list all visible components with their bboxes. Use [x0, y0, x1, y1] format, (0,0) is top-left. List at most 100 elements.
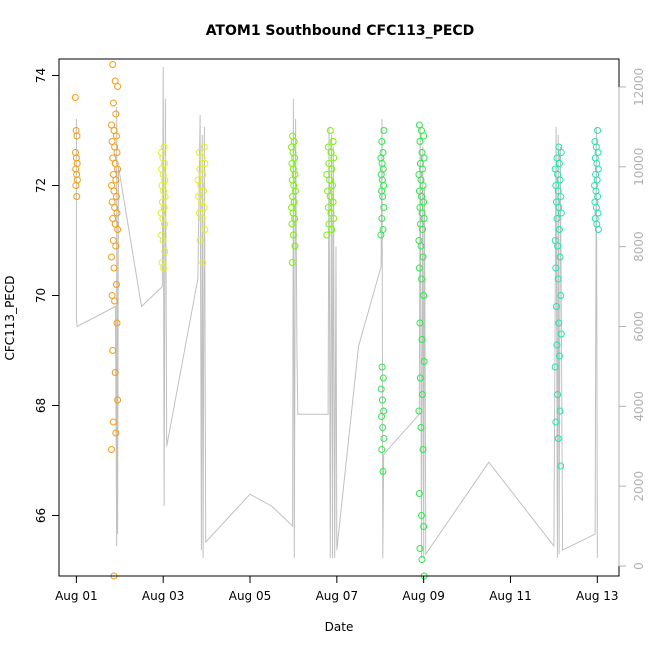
data-point [112, 242, 120, 250]
data-point [379, 374, 387, 382]
data-point [418, 336, 426, 343]
data-point [553, 215, 561, 222]
data-point [291, 187, 299, 195]
data-point [378, 138, 386, 145]
secondary-altitude-layer [75, 66, 598, 559]
data-point [555, 352, 563, 360]
data-point [114, 165, 122, 173]
data-point [420, 154, 428, 162]
data-point [109, 347, 117, 354]
data-point [419, 446, 427, 453]
data-point [109, 215, 117, 222]
data-point [418, 512, 425, 519]
data-point [72, 182, 80, 189]
data-point [553, 341, 561, 349]
y-axis-label: CFC113_PECD [3, 275, 17, 360]
data-point [195, 193, 203, 200]
data-point [160, 160, 168, 167]
data-point [113, 319, 121, 327]
data-point [290, 198, 298, 206]
data-point [111, 297, 119, 305]
series-5 [551, 127, 602, 470]
data-point [418, 275, 425, 283]
secondary-series-line [75, 66, 598, 559]
data-point [554, 242, 562, 250]
data-point [198, 215, 206, 222]
data-point [161, 248, 169, 255]
y-right-tick-label: 8000 [632, 231, 646, 262]
x-tick-label: Aug 07 [316, 589, 359, 603]
data-point [594, 209, 602, 217]
data-point [555, 319, 563, 327]
data-point [327, 209, 335, 217]
data-point [199, 171, 207, 178]
data-point [200, 187, 207, 195]
data-point [415, 264, 423, 272]
data-point [419, 165, 426, 173]
data-point [108, 446, 115, 453]
data-point [160, 264, 168, 272]
data-point [377, 385, 385, 393]
data-point [557, 193, 565, 200]
data-point [201, 160, 209, 167]
data-point [417, 242, 425, 250]
data-point [325, 220, 333, 228]
data-point [419, 226, 426, 233]
chart-title: ATOM1 Southbound CFC113_PECD [206, 23, 475, 39]
data-point [380, 435, 388, 442]
data-point [288, 259, 296, 266]
data-point [555, 204, 563, 211]
data-point [420, 292, 428, 299]
data-point [196, 165, 204, 173]
x-tick-label: Aug 03 [142, 589, 185, 603]
data-point [108, 138, 116, 145]
data-point [555, 226, 563, 233]
data-point [109, 99, 117, 107]
data-point [594, 127, 602, 134]
data-point [594, 226, 602, 233]
data-point [108, 292, 116, 299]
y-right-tick-label: 2000 [632, 471, 646, 502]
data-point [554, 187, 562, 195]
data-point [109, 154, 117, 162]
data-point [378, 363, 386, 371]
x-tick-label: Aug 09 [402, 589, 445, 603]
data-point [108, 182, 115, 189]
data-point [555, 143, 563, 151]
data-point [415, 490, 423, 497]
data-point [330, 154, 338, 162]
y-right-tick-label: 10000 [632, 148, 646, 186]
data-point [325, 160, 333, 167]
data-point [552, 418, 560, 426]
y-right-tick-label: 6000 [632, 311, 646, 342]
y-tick-label: 74 [34, 68, 48, 83]
data-point [200, 204, 208, 211]
data-point [557, 209, 565, 217]
data-point [288, 220, 296, 228]
data-point [378, 446, 386, 453]
data-point [326, 176, 334, 184]
data-point [327, 149, 335, 156]
data-point [195, 149, 203, 156]
y-axis-right: 0 2000 4000 6000 8000 10000 12000 [618, 68, 646, 570]
data-point [324, 204, 332, 211]
data-point [417, 424, 425, 431]
data-point [161, 176, 169, 184]
data-point [108, 253, 115, 261]
series-3 [288, 127, 338, 266]
data-point [198, 154, 206, 162]
data-point [113, 209, 121, 217]
data-point [594, 165, 602, 173]
data-point [420, 358, 428, 365]
data-point [289, 231, 297, 239]
data-point [108, 121, 115, 129]
x-tick-label: Aug 01 [55, 589, 98, 603]
data-point [109, 418, 117, 426]
data-point [420, 215, 428, 222]
data-point [552, 303, 560, 310]
data-point [556, 407, 564, 415]
data-point [551, 363, 559, 371]
y-tick-label: 68 [34, 398, 48, 413]
data-point [323, 171, 331, 178]
data-point [554, 435, 562, 442]
